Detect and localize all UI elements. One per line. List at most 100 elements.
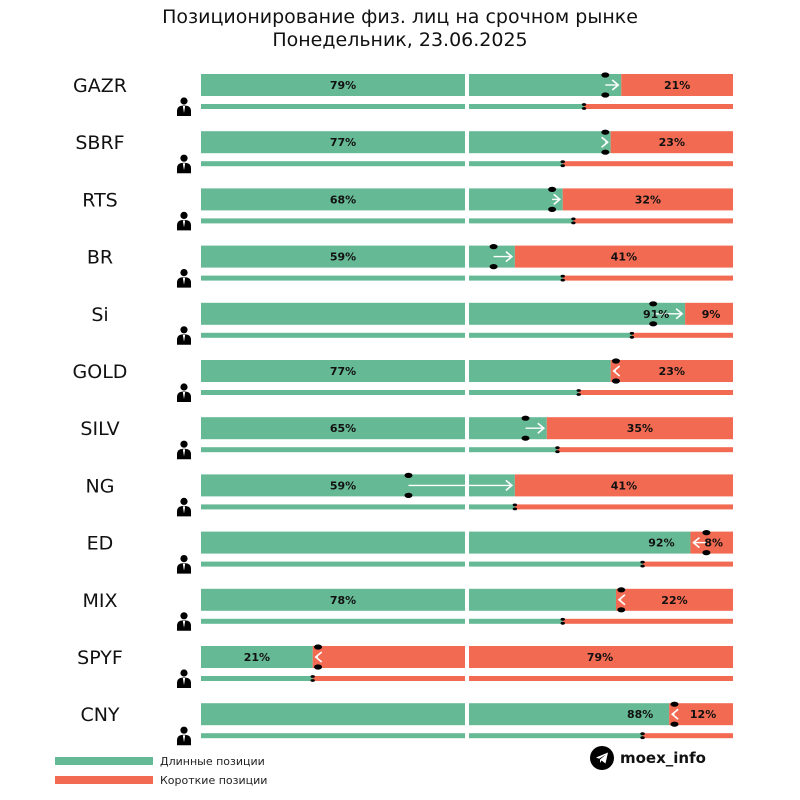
prev-marker-bottom: [601, 92, 610, 98]
bar-long: [201, 245, 515, 268]
legend-item-short: Короткие позиции: [55, 773, 267, 787]
change-arrow-head: [612, 365, 621, 377]
person-icon-head: [180, 726, 188, 734]
prev-marker-top: [314, 644, 323, 650]
person-icon-tie: [182, 735, 186, 743]
short-percent-label: 8%: [704, 537, 723, 550]
bar-short: [621, 74, 733, 96]
prev-marker-bottom: [702, 550, 711, 556]
category-label: SBRF: [75, 132, 124, 154]
ref-marker-top: [581, 103, 587, 106]
category-label: NG: [86, 475, 115, 497]
short-percent-label: 79%: [587, 651, 613, 664]
ref-marker-top: [560, 617, 565, 621]
change-arrow-head: [505, 250, 514, 263]
long-percent-label: 65%: [330, 422, 356, 435]
brand-watermark: moex_info: [590, 746, 706, 770]
thin-bar-short: [642, 561, 733, 567]
person-icon-head: [180, 497, 188, 505]
ref-marker-bottom: [576, 393, 581, 396]
bar-short: [669, 703, 733, 726]
person-icon-tie: [182, 620, 186, 628]
prev-marker-top: [649, 301, 658, 307]
person-icon-tie: [182, 277, 186, 285]
person-icon-tie: [182, 678, 186, 685]
ref-marker-bottom: [310, 679, 315, 682]
short-percent-label: 9%: [702, 308, 721, 321]
bar-short: [514, 474, 733, 497]
person-icon-head: [180, 154, 188, 162]
ref-marker-top: [310, 675, 315, 678]
person-icon-head: [180, 383, 188, 391]
category-label: GAZR: [73, 75, 127, 97]
person-icon-head: [180, 669, 188, 677]
prev-marker-top: [670, 701, 679, 707]
center-divider: [465, 129, 469, 171]
long-percent-label: 88%: [627, 708, 653, 721]
center-divider: [465, 472, 469, 514]
brand-name: moex_info: [620, 749, 706, 767]
center-divider: [465, 186, 469, 228]
prev-marker-top: [548, 186, 557, 192]
bar-short: [685, 302, 733, 325]
person-icon-head: [180, 211, 188, 219]
thin-bar-short: [312, 676, 733, 681]
prev-marker-bottom: [649, 321, 658, 327]
bar-short: [615, 588, 733, 611]
prev-marker-bottom: [314, 664, 323, 670]
short-percent-label: 32%: [635, 193, 661, 206]
bar-short: [690, 531, 733, 554]
long-percent-label: 78%: [330, 594, 356, 607]
long-percent-label: 77%: [330, 136, 356, 149]
prev-marker-bottom: [670, 721, 679, 727]
thin-bar-short: [631, 332, 733, 338]
bar-long: [201, 588, 616, 611]
chart-subtitle: Понедельник, 23.06.2025: [272, 29, 528, 51]
bar-long: [201, 703, 670, 726]
person-icon-head: [180, 440, 188, 448]
thin-bar-long: [201, 447, 558, 453]
person-icon-head: [180, 97, 188, 105]
person-icon-tie: [182, 506, 186, 514]
category-label: Si: [91, 304, 108, 326]
prev-marker-bottom: [489, 264, 498, 270]
prev-marker-top: [489, 244, 498, 250]
bar-short: [312, 646, 733, 668]
category-label: MIX: [82, 590, 117, 612]
prev-marker-top: [601, 72, 610, 78]
short-percent-label: 12%: [690, 708, 716, 721]
prev-marker-top: [617, 587, 626, 593]
thin-bar-short: [562, 618, 733, 624]
long-percent-label: 91%: [643, 308, 669, 321]
change-arrow-head: [601, 136, 609, 148]
change-arrow-head: [553, 193, 562, 206]
legend-label-short: Короткие позиции: [160, 773, 268, 787]
ref-marker-bottom: [571, 221, 576, 225]
change-arrow-head: [314, 651, 323, 663]
ref-marker-top: [560, 274, 565, 278]
center-divider: [465, 72, 469, 113]
prev-marker-bottom: [548, 206, 557, 212]
category-label: CNY: [80, 704, 119, 726]
thin-bar-short: [642, 733, 733, 739]
person-icon-head: [180, 269, 188, 277]
ref-marker-top: [640, 560, 645, 564]
person-icon-tie: [182, 163, 186, 171]
change-arrow-head: [617, 594, 626, 606]
thin-bar-long: [201, 733, 643, 739]
telegram-icon: [590, 746, 614, 770]
thin-bar-long: [201, 676, 313, 681]
legend-label-long: Длинные позиции: [160, 754, 265, 768]
change-arrow-head: [537, 422, 546, 434]
ref-marker-top: [512, 503, 518, 507]
thin-bar-long: [201, 618, 563, 624]
bar-long: [201, 531, 691, 554]
prev-marker-bottom: [521, 435, 530, 441]
category-label: SILV: [80, 418, 119, 440]
center-divider: [465, 358, 469, 399]
long-percent-label: 92%: [648, 537, 674, 550]
bar-short: [546, 417, 733, 440]
bar-long: [201, 417, 547, 440]
ref-marker-top: [576, 389, 581, 392]
bar-long: [201, 646, 313, 668]
